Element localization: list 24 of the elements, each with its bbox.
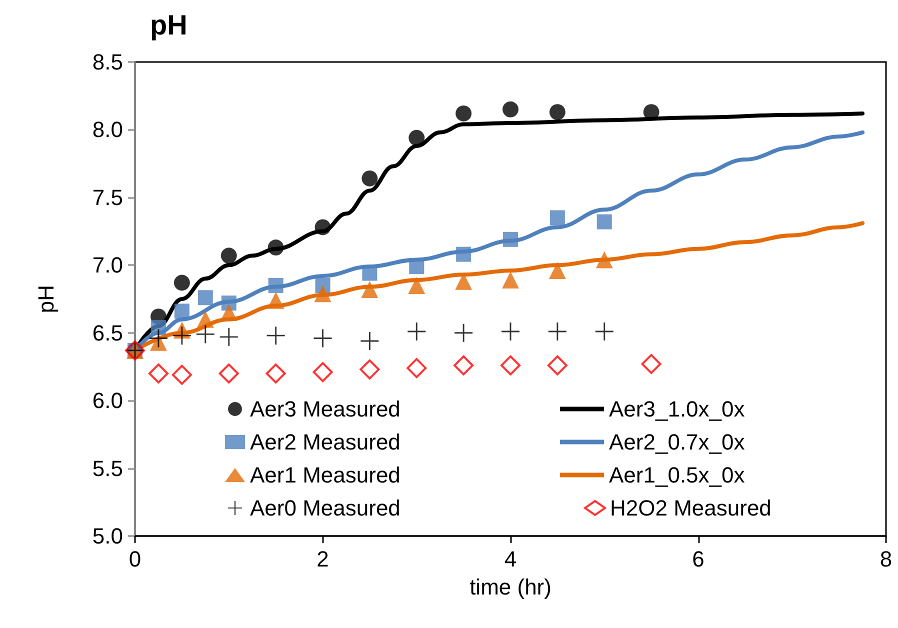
legend-label: Aer1_0.5x_0x [609,462,745,488]
y-tick-label: 5.0 [92,524,123,548]
x-axis-title: time (hr) [470,574,552,600]
y-tick-label: 7.5 [92,184,123,210]
x-tick-label: 4 [504,546,517,572]
y-tick-label: 7.0 [92,252,123,278]
legend-label: Aer2_0.7x_0x [609,430,745,454]
chart-title: pH [150,10,188,40]
x-tick-label: 8 [880,546,892,572]
x-tick-label: 2 [316,546,329,572]
y-tick-label: 6.0 [92,388,123,414]
x-tick-label: 0 [128,546,142,572]
y-tick-label: 5.5 [92,456,123,481]
legend-label: Aer2 Measured [250,430,400,454]
legend-label: H2O2 Measured [610,496,772,520]
legend-label: Aer0 Measured [250,496,400,520]
y-tick-label: 8.0 [92,117,123,142]
y-axis-title: pH [34,284,58,314]
legend-label: Aer3 Measured [250,396,400,422]
legend-label: Aer1 Measured [250,462,400,488]
y-tick-label: 6.5 [92,320,123,346]
x-tick-label: 6 [692,546,704,572]
legend-label: Aer3_1.0x_0x [609,396,745,422]
y-tick-label: 8.5 [92,50,123,74]
